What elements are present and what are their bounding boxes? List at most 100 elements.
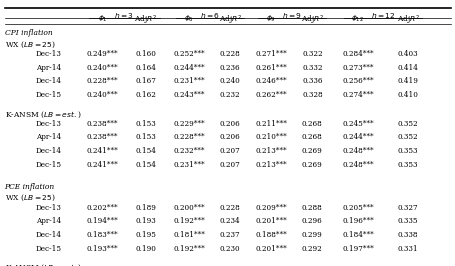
Text: $h = 9$: $h = 9$ bbox=[281, 11, 301, 20]
Text: PCE inflation: PCE inflation bbox=[5, 182, 55, 190]
Text: Apr-14: Apr-14 bbox=[36, 134, 61, 142]
Text: 0.335: 0.335 bbox=[397, 217, 417, 225]
Text: 0.202***: 0.202*** bbox=[86, 203, 118, 211]
Text: 0.299: 0.299 bbox=[301, 231, 322, 239]
Text: 0.244***: 0.244*** bbox=[341, 134, 373, 142]
Text: 0.353: 0.353 bbox=[397, 161, 417, 169]
Text: 0.234: 0.234 bbox=[219, 217, 240, 225]
Text: 0.331: 0.331 bbox=[397, 245, 418, 253]
Text: CPI inflation: CPI inflation bbox=[5, 29, 52, 37]
Text: 0.153: 0.153 bbox=[135, 134, 156, 142]
Text: 0.183***: 0.183*** bbox=[86, 231, 118, 239]
Text: Dec-13: Dec-13 bbox=[35, 120, 61, 128]
Text: 0.193***: 0.193*** bbox=[86, 245, 118, 253]
Text: K-ANSM ($LB = est.$): K-ANSM ($LB = est.$) bbox=[5, 109, 81, 119]
Text: 0.197***: 0.197*** bbox=[341, 245, 373, 253]
Text: Dec-15: Dec-15 bbox=[35, 91, 61, 99]
Text: Adj$R^{2}$: Adj$R^{2}$ bbox=[218, 14, 241, 27]
Text: 0.248***: 0.248*** bbox=[341, 161, 373, 169]
Text: 0.414: 0.414 bbox=[397, 64, 418, 72]
Text: 0.296: 0.296 bbox=[301, 217, 322, 225]
Text: 0.206: 0.206 bbox=[219, 134, 240, 142]
Text: 0.200***: 0.200*** bbox=[173, 203, 205, 211]
Text: 0.269: 0.269 bbox=[301, 161, 322, 169]
Text: Dec-15: Dec-15 bbox=[35, 161, 61, 169]
Text: 0.292: 0.292 bbox=[301, 245, 322, 253]
Text: 0.352: 0.352 bbox=[397, 120, 418, 128]
Text: WX ($LB = 25$): WX ($LB = 25$) bbox=[5, 193, 55, 203]
Text: 0.284***: 0.284*** bbox=[341, 50, 373, 58]
Text: 0.181***: 0.181*** bbox=[173, 231, 205, 239]
Text: 0.268: 0.268 bbox=[301, 134, 322, 142]
Text: 0.274***: 0.274*** bbox=[341, 91, 373, 99]
Text: 0.232: 0.232 bbox=[219, 91, 240, 99]
Text: $\phi_{12}$: $\phi_{12}$ bbox=[351, 14, 364, 24]
Text: 0.249***: 0.249*** bbox=[86, 50, 118, 58]
Text: 0.207: 0.207 bbox=[219, 161, 240, 169]
Text: Dec-15: Dec-15 bbox=[35, 245, 61, 253]
Text: 0.336: 0.336 bbox=[302, 77, 322, 85]
Text: 0.241***: 0.241*** bbox=[86, 147, 118, 155]
Text: 0.246***: 0.246*** bbox=[255, 77, 287, 85]
Text: 0.271***: 0.271*** bbox=[255, 50, 287, 58]
Text: $\phi_{6}$: $\phi_{6}$ bbox=[184, 14, 194, 24]
Text: 0.154: 0.154 bbox=[135, 147, 156, 155]
Text: 0.353: 0.353 bbox=[397, 147, 417, 155]
Text: 0.243***: 0.243*** bbox=[173, 91, 205, 99]
Text: 0.238***: 0.238*** bbox=[86, 134, 118, 142]
Text: 0.262***: 0.262*** bbox=[255, 91, 287, 99]
Text: 0.201***: 0.201*** bbox=[255, 245, 287, 253]
Text: 0.228***: 0.228*** bbox=[86, 77, 118, 85]
Text: 0.228: 0.228 bbox=[219, 203, 240, 211]
Text: Dec-14: Dec-14 bbox=[35, 231, 61, 239]
Text: 0.288: 0.288 bbox=[301, 203, 322, 211]
Text: 0.240***: 0.240*** bbox=[86, 64, 118, 72]
Text: 0.352: 0.352 bbox=[397, 134, 418, 142]
Text: 0.231***: 0.231*** bbox=[173, 77, 205, 85]
Text: Apr-14: Apr-14 bbox=[36, 64, 61, 72]
Text: 0.184***: 0.184*** bbox=[341, 231, 373, 239]
Text: 0.410: 0.410 bbox=[397, 91, 418, 99]
Text: 0.241***: 0.241*** bbox=[86, 161, 118, 169]
Text: 0.192***: 0.192*** bbox=[173, 245, 205, 253]
Text: 0.237: 0.237 bbox=[219, 231, 240, 239]
Text: 0.164: 0.164 bbox=[135, 64, 156, 72]
Text: 0.213***: 0.213*** bbox=[255, 147, 287, 155]
Text: K-ANSM ($LB = est.$): K-ANSM ($LB = est.$) bbox=[5, 263, 81, 266]
Text: 0.162: 0.162 bbox=[135, 91, 156, 99]
Text: 0.192***: 0.192*** bbox=[173, 217, 205, 225]
Text: 0.196***: 0.196*** bbox=[341, 217, 373, 225]
Text: $\phi_{9}$: $\phi_{9}$ bbox=[266, 14, 276, 24]
Text: 0.338: 0.338 bbox=[397, 231, 417, 239]
Text: 0.167: 0.167 bbox=[135, 77, 156, 85]
Text: Adj$R^{2}$: Adj$R^{2}$ bbox=[300, 14, 323, 27]
Text: Dec-13: Dec-13 bbox=[35, 203, 61, 211]
Text: 0.252***: 0.252*** bbox=[173, 50, 205, 58]
Text: 0.231***: 0.231*** bbox=[173, 161, 205, 169]
Text: 0.244***: 0.244*** bbox=[173, 64, 205, 72]
Text: 0.403: 0.403 bbox=[397, 50, 418, 58]
Text: 0.195: 0.195 bbox=[135, 231, 156, 239]
Text: 0.248***: 0.248*** bbox=[341, 147, 373, 155]
Text: 0.273***: 0.273*** bbox=[341, 64, 373, 72]
Text: 0.206: 0.206 bbox=[219, 120, 240, 128]
Text: WX ($LB = 25$): WX ($LB = 25$) bbox=[5, 39, 55, 49]
Text: 0.188***: 0.188*** bbox=[255, 231, 287, 239]
Text: $h = 6$: $h = 6$ bbox=[199, 11, 219, 20]
Text: 0.322: 0.322 bbox=[301, 50, 322, 58]
Text: 0.328: 0.328 bbox=[301, 91, 322, 99]
Text: 0.232***: 0.232*** bbox=[173, 147, 205, 155]
Text: Adj$R^{2}$: Adj$R^{2}$ bbox=[134, 14, 157, 27]
Text: 0.153: 0.153 bbox=[135, 120, 156, 128]
Text: 0.210***: 0.210*** bbox=[255, 134, 287, 142]
Text: Adj$R^{2}$: Adj$R^{2}$ bbox=[396, 14, 419, 27]
Text: 0.193: 0.193 bbox=[135, 217, 156, 225]
Text: 0.256***: 0.256*** bbox=[341, 77, 373, 85]
Text: $h = 3$: $h = 3$ bbox=[114, 11, 134, 20]
Text: 0.209***: 0.209*** bbox=[255, 203, 287, 211]
Text: 0.238***: 0.238*** bbox=[86, 120, 118, 128]
Text: 0.189: 0.189 bbox=[135, 203, 156, 211]
Text: 0.194***: 0.194*** bbox=[86, 217, 118, 225]
Text: 0.190: 0.190 bbox=[135, 245, 156, 253]
Text: 0.240***: 0.240*** bbox=[86, 91, 118, 99]
